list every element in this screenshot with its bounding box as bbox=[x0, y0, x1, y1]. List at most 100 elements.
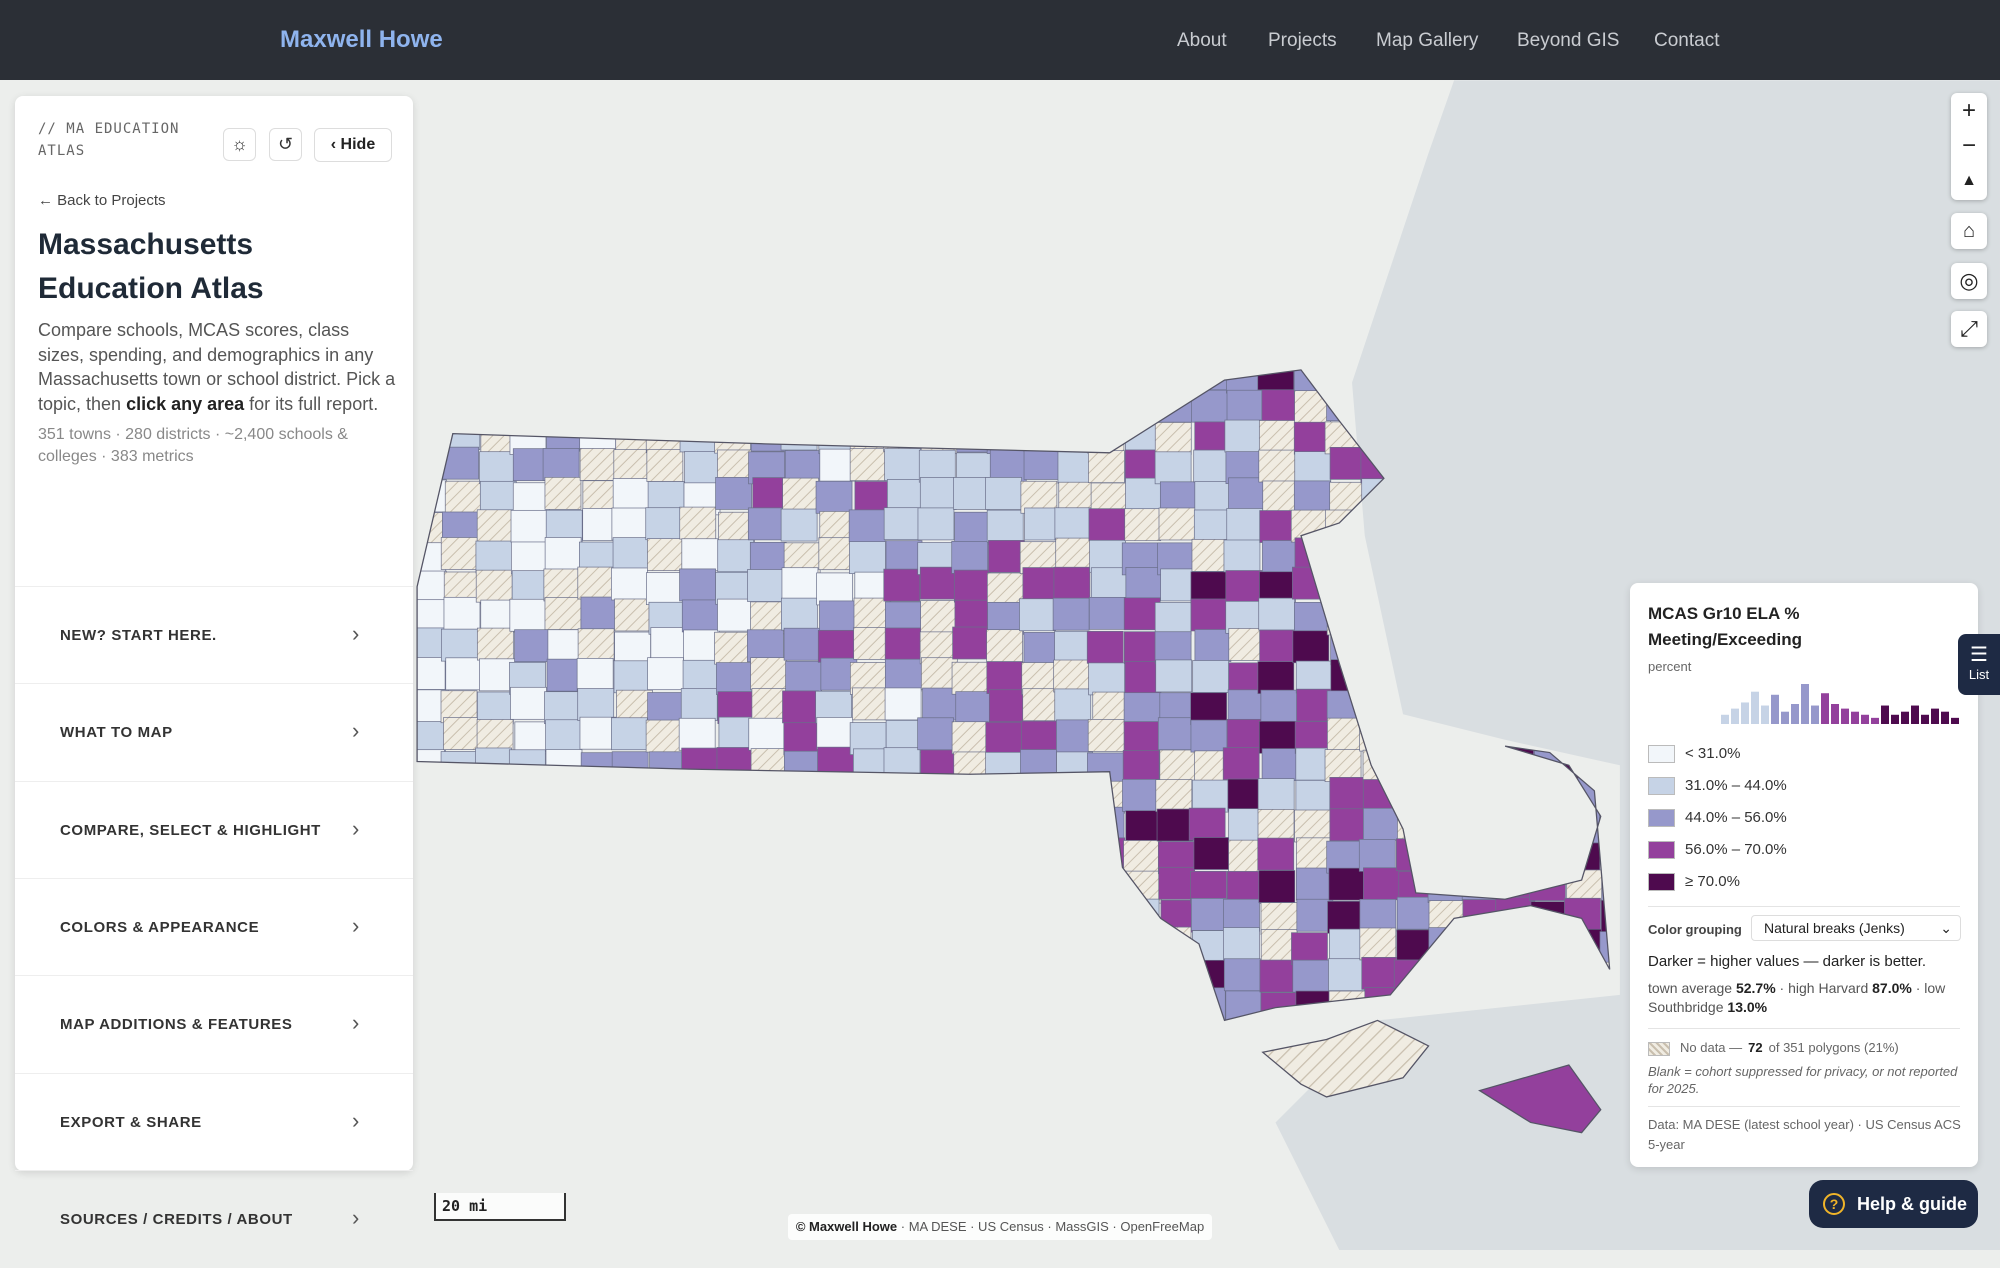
district[interactable] bbox=[1362, 807, 1400, 841]
district[interactable] bbox=[1257, 778, 1295, 811]
district[interactable] bbox=[409, 627, 446, 661]
district[interactable] bbox=[1228, 477, 1265, 511]
district[interactable] bbox=[512, 482, 550, 516]
district[interactable] bbox=[818, 537, 856, 571]
district[interactable] bbox=[1088, 450, 1125, 484]
district[interactable] bbox=[646, 572, 683, 606]
district[interactable] bbox=[543, 568, 581, 602]
district[interactable] bbox=[579, 448, 617, 481]
district[interactable] bbox=[1295, 660, 1333, 694]
district[interactable] bbox=[611, 567, 648, 601]
district[interactable] bbox=[1226, 871, 1264, 904]
district[interactable] bbox=[1023, 447, 1061, 480]
district[interactable] bbox=[577, 688, 615, 721]
district[interactable] bbox=[849, 541, 886, 574]
district[interactable] bbox=[783, 627, 821, 661]
section-item[interactable]: COLORS & APPEARANCE › bbox=[15, 877, 413, 976]
district[interactable] bbox=[1599, 931, 1636, 964]
district[interactable] bbox=[1226, 508, 1264, 541]
district[interactable] bbox=[1122, 750, 1160, 783]
district[interactable] bbox=[1190, 692, 1227, 726]
district[interactable] bbox=[1294, 451, 1332, 484]
district[interactable] bbox=[883, 568, 921, 602]
district[interactable] bbox=[645, 719, 683, 753]
district[interactable] bbox=[1194, 481, 1232, 514]
district[interactable] bbox=[613, 449, 651, 482]
district[interactable] bbox=[1155, 659, 1193, 693]
district[interactable] bbox=[747, 569, 784, 602]
district[interactable] bbox=[714, 631, 751, 665]
district[interactable] bbox=[1087, 719, 1125, 752]
help-button[interactable]: ? Help & guide bbox=[1809, 1180, 1978, 1228]
compass[interactable]: ▲ bbox=[1961, 172, 1977, 189]
district[interactable] bbox=[986, 661, 1024, 694]
district[interactable] bbox=[1261, 389, 1299, 423]
district[interactable] bbox=[1123, 597, 1161, 631]
district[interactable] bbox=[884, 448, 921, 481]
district[interactable] bbox=[1154, 631, 1192, 665]
district[interactable] bbox=[887, 479, 924, 512]
district[interactable] bbox=[612, 537, 650, 570]
district[interactable] bbox=[679, 568, 716, 602]
district[interactable] bbox=[1329, 928, 1366, 962]
district[interactable] bbox=[849, 448, 887, 482]
district[interactable] bbox=[646, 449, 684, 482]
district[interactable] bbox=[445, 657, 483, 691]
district[interactable] bbox=[576, 658, 614, 691]
district[interactable] bbox=[781, 567, 819, 601]
district[interactable] bbox=[1363, 867, 1400, 901]
district[interactable] bbox=[647, 692, 684, 725]
district[interactable] bbox=[681, 599, 719, 633]
district[interactable] bbox=[955, 691, 993, 725]
district[interactable] bbox=[747, 629, 784, 663]
district[interactable] bbox=[443, 596, 481, 630]
district[interactable] bbox=[988, 689, 1026, 723]
district[interactable] bbox=[883, 507, 921, 541]
district[interactable] bbox=[1023, 632, 1061, 665]
district[interactable] bbox=[1296, 688, 1333, 722]
section-item[interactable]: COMPARE, SELECT & HIGHLIGHT › bbox=[15, 780, 413, 879]
district[interactable] bbox=[1193, 449, 1231, 483]
district[interactable] bbox=[441, 628, 478, 662]
district[interactable] bbox=[919, 477, 957, 510]
district[interactable] bbox=[1294, 809, 1331, 843]
district[interactable] bbox=[1329, 808, 1367, 842]
district[interactable] bbox=[476, 627, 514, 661]
district[interactable] bbox=[816, 717, 854, 750]
district[interactable] bbox=[514, 629, 551, 663]
district[interactable] bbox=[1358, 839, 1396, 872]
district[interactable] bbox=[917, 507, 955, 541]
district[interactable] bbox=[1396, 896, 1434, 930]
theme-button[interactable]: ☼ bbox=[223, 128, 256, 161]
district[interactable] bbox=[815, 480, 853, 514]
district[interactable] bbox=[985, 477, 1022, 510]
district[interactable] bbox=[1223, 898, 1260, 932]
district[interactable] bbox=[884, 658, 922, 692]
district[interactable] bbox=[919, 566, 957, 600]
district[interactable] bbox=[1020, 720, 1058, 754]
district[interactable] bbox=[1328, 958, 1365, 992]
nav-link[interactable]: Projects bbox=[1268, 30, 1337, 51]
district[interactable] bbox=[1222, 747, 1260, 781]
district[interactable] bbox=[1159, 749, 1197, 783]
district[interactable] bbox=[783, 722, 821, 756]
district[interactable] bbox=[1191, 779, 1229, 813]
district[interactable] bbox=[1327, 717, 1364, 751]
district[interactable] bbox=[785, 660, 822, 694]
district[interactable] bbox=[477, 691, 514, 725]
district[interactable] bbox=[544, 476, 582, 510]
district[interactable] bbox=[1258, 597, 1296, 631]
district[interactable] bbox=[1123, 692, 1161, 726]
nav-link[interactable]: Beyond GIS bbox=[1517, 30, 1620, 51]
district[interactable] bbox=[1125, 567, 1163, 600]
district[interactable] bbox=[1328, 867, 1366, 901]
nav-link[interactable]: Map Gallery bbox=[1376, 30, 1479, 51]
district[interactable] bbox=[611, 507, 649, 541]
district[interactable] bbox=[1293, 421, 1331, 455]
district[interactable] bbox=[409, 657, 446, 690]
district[interactable] bbox=[951, 661, 989, 695]
section-item[interactable]: SOURCES / CREDITS / ABOUT › bbox=[15, 1169, 413, 1268]
district[interactable] bbox=[1327, 900, 1364, 934]
district[interactable] bbox=[544, 691, 581, 725]
district[interactable] bbox=[1088, 662, 1125, 696]
